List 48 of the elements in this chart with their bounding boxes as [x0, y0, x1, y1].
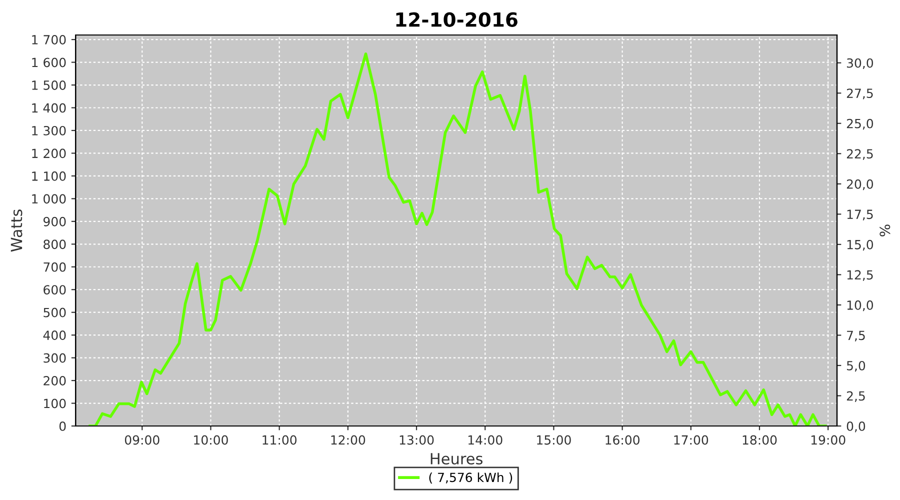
y2-tick-label: 30,0: [846, 58, 874, 70]
y-tick-label: 1 600: [32, 58, 66, 68]
y-tick-label: 800: [44, 240, 66, 250]
y-tick-label: 1 400: [32, 103, 66, 113]
y-tick-label: 500: [44, 308, 66, 318]
y-axis-title: Watts: [10, 210, 22, 252]
chart-title: 12-10-2016: [396, 12, 518, 27]
y-tick-label: 1 300: [32, 126, 66, 136]
legend-label: ( 7,576 kWh ): [429, 472, 512, 484]
y2-tick-label: 25,0: [846, 118, 874, 130]
x-tick-label: 14:00: [468, 435, 502, 445]
y-tick-label: 300: [44, 353, 66, 363]
y2-tick-label: 22,5: [846, 149, 873, 160]
y-tick-label: 700: [44, 262, 66, 272]
x-tick-label: 15:00: [537, 435, 571, 445]
y-tick-label: 600: [44, 285, 66, 295]
y-tick-label: 1 000: [32, 194, 66, 204]
x-axis-title: Heures: [430, 453, 482, 465]
y2-tick-label: 10,0: [847, 300, 874, 312]
y2-tick-label: 20,0: [846, 179, 874, 190]
y2-axis-title: %: [880, 224, 890, 236]
y-tick-label: 200: [44, 376, 66, 386]
y-tick-label: 0: [59, 421, 66, 431]
x-tick-label: 18:00: [742, 435, 777, 445]
y2-tick-label: 0,0: [846, 421, 866, 432]
x-tick-label: 10:00: [194, 435, 228, 445]
y2-tick-label: 7,5: [847, 330, 865, 342]
y2-tick-label: 2,5: [846, 391, 865, 402]
y2-tick-label: 5,0: [846, 360, 866, 372]
y2-tick-label: 27,5: [846, 88, 873, 100]
y-tick-label: 1 700: [32, 35, 66, 44]
y-tick-label: 1 200: [32, 148, 66, 158]
y2-tick-label: 12,5: [847, 270, 873, 281]
y2-tick-label: 17,5: [847, 210, 873, 220]
x-tick-label: 16:00: [606, 435, 640, 445]
line-series: [88, 52, 827, 426]
x-tick-label: 12:00: [331, 435, 366, 445]
x-tick-label: 11:00: [262, 435, 297, 445]
y-tick-label: 1 500: [32, 80, 66, 90]
x-tick-label: 13:00: [400, 435, 434, 445]
y-tick-label: 100: [44, 398, 66, 408]
y-tick-label: 1 100: [32, 171, 66, 181]
y2-tick-label: 15,0: [847, 240, 874, 251]
x-tick-label: 19:00: [811, 435, 846, 445]
y-tick-label: 400: [43, 330, 66, 340]
y-tick-label: 900: [44, 216, 66, 226]
x-tick-label: 17:00: [674, 435, 708, 445]
x-tick-label: 09:00: [124, 435, 160, 445]
